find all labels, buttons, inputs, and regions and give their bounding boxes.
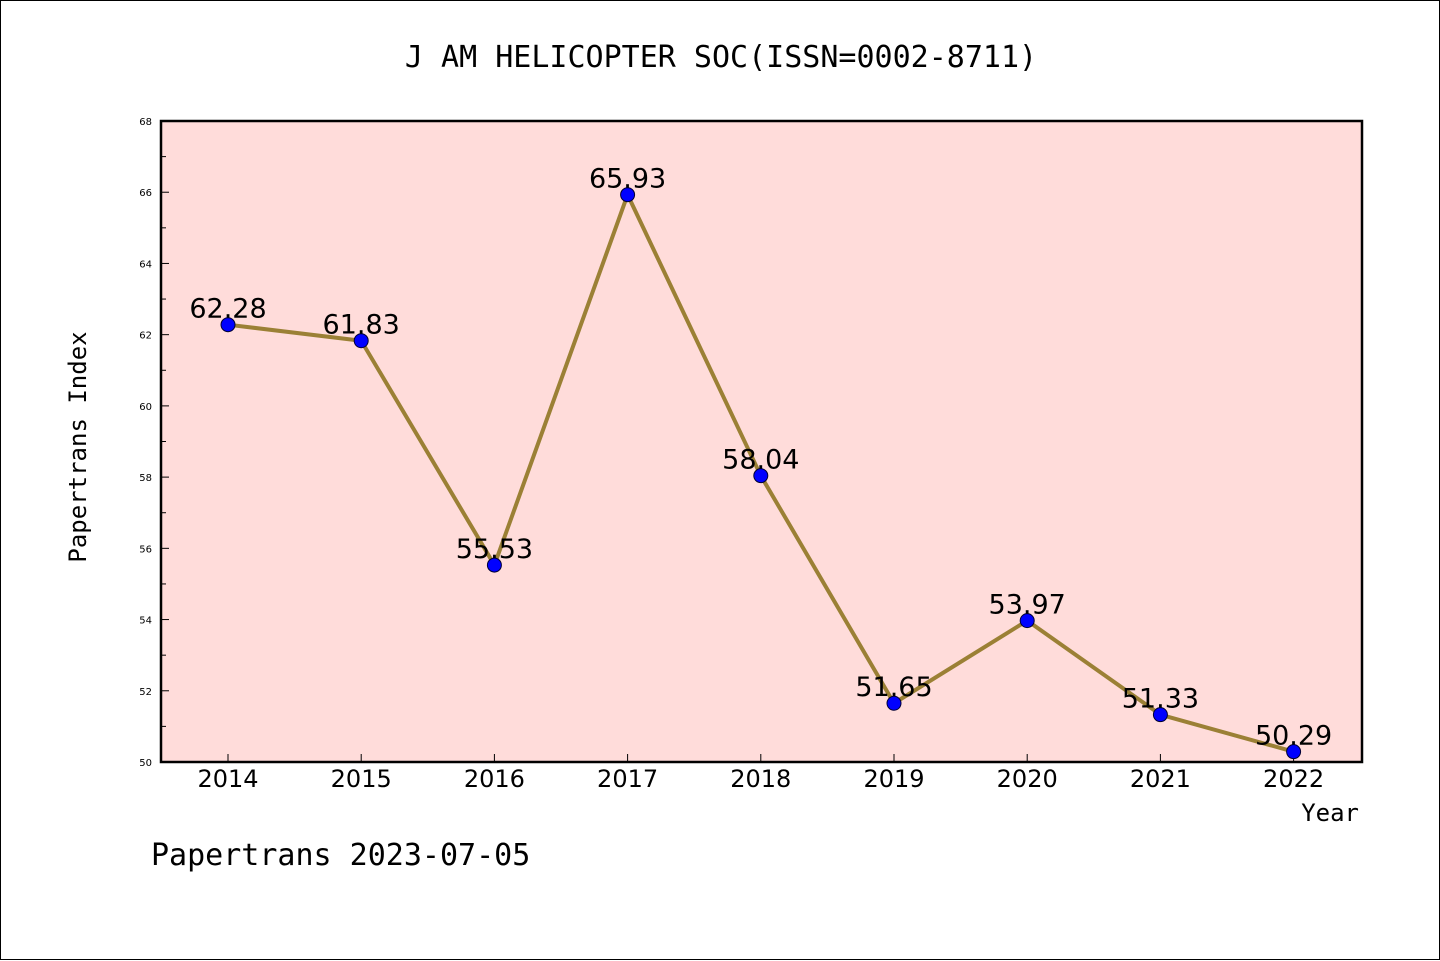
y-axis-label: Papertrans Index: [64, 331, 92, 562]
data-label: 55.53: [456, 534, 533, 565]
x-tick-label: 2021: [1130, 765, 1191, 793]
data-labels: 62.28 61.83 55.53 65.93 58.04 51.65 53.97 51.33…: [189, 164, 1332, 752]
y-tick-label: 50: [139, 758, 152, 769]
y-tick-label: 54: [139, 616, 152, 627]
data-label: 50.29: [1255, 721, 1332, 752]
y-tick-label: 56: [139, 544, 152, 555]
y-tick-label: 64: [139, 259, 152, 270]
data-point: [753, 468, 769, 484]
y-tick-label: 52: [139, 687, 152, 698]
plot-area: [159, 119, 1364, 764]
x-axis-label: Year: [1301, 799, 1359, 827]
data-label: 61.83: [323, 310, 400, 341]
data-label: 53.97: [989, 590, 1066, 621]
data-point: [886, 695, 902, 711]
data-label: 65.93: [589, 164, 666, 195]
data-point: [620, 187, 636, 203]
x-tick-label: 2022: [1263, 765, 1324, 793]
data-label: 62.28: [189, 294, 266, 325]
x-tick-label: 2014: [197, 765, 258, 793]
y-tick-label: 68: [139, 117, 152, 128]
x-tick-label: 2020: [997, 765, 1058, 793]
data-point: [1286, 744, 1302, 760]
x-axis: 2014 2015 2016 2017 2018 2019 2020 2021 2022: [197, 754, 1324, 793]
footer-date: Papertrans 2023-07-05: [151, 838, 530, 873]
data-label: 58.04: [722, 445, 799, 476]
data-label: 51.65: [855, 672, 932, 703]
chart-title: J AM HELICOPTER SOC(ISSN=0002-8711): [405, 40, 1037, 75]
y-axis: 50 52 54 56 58 60 62 64 66 68: [139, 117, 169, 769]
x-tick-label: 2018: [730, 765, 791, 793]
data-point: [353, 333, 369, 349]
data-point: [1019, 613, 1035, 629]
x-tick-label: 2015: [331, 765, 392, 793]
data-label: 51.33: [1122, 684, 1199, 715]
data-point: [1152, 707, 1168, 723]
x-tick-label: 2019: [863, 765, 924, 793]
y-tick-label: 62: [139, 331, 152, 342]
data-series: [220, 187, 1302, 760]
y-tick-label: 66: [139, 188, 152, 199]
y-tick-label: 58: [139, 473, 152, 484]
y-tick-label: 60: [139, 402, 152, 413]
x-tick-label: 2017: [597, 765, 658, 793]
data-point: [486, 557, 502, 573]
data-point: [220, 317, 236, 333]
x-tick-label: 2016: [464, 765, 525, 793]
